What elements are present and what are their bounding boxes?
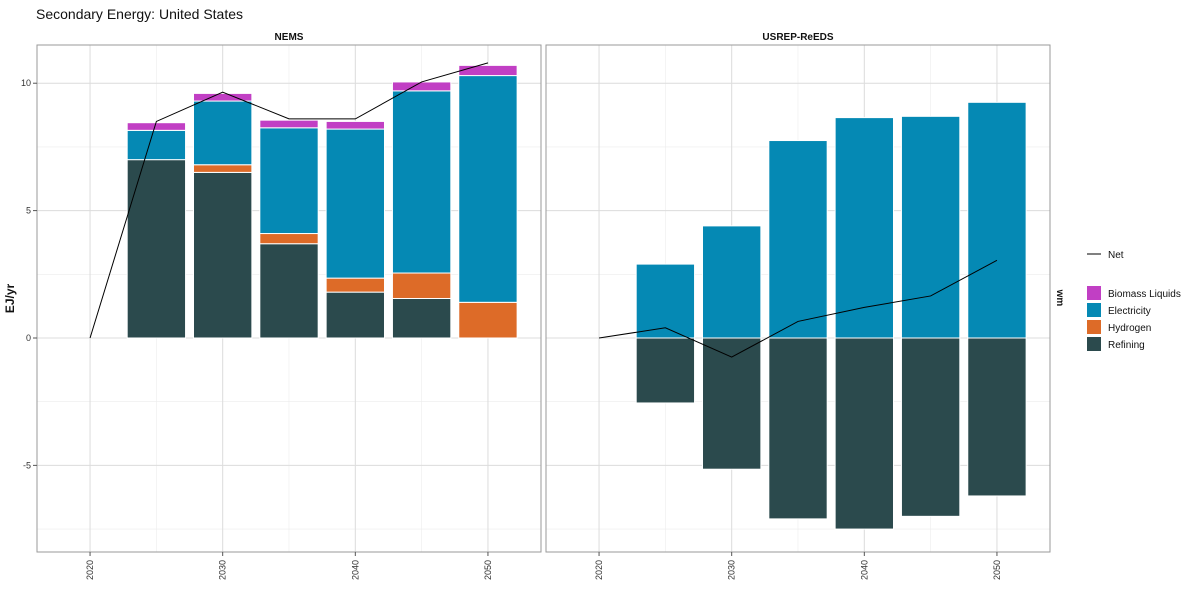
legend-label-biomass-liquids: Biomass Liquids — [1108, 289, 1181, 300]
bar-hydrogen-2045 — [391, 272, 452, 299]
x-tick-label: 2050 — [483, 560, 493, 580]
bar-hydrogen-2035 — [259, 233, 319, 245]
bar-electricity-2045 — [900, 115, 961, 339]
strip-background — [37, 29, 541, 45]
bar-refining-2035 — [259, 243, 319, 339]
legend-side-label: wm — [1054, 289, 1065, 307]
bar-electricity-2050 — [458, 75, 518, 303]
panel-strip-label: USREP-ReEDS — [762, 32, 833, 43]
bar-biomass-liquids-2030 — [193, 92, 253, 102]
bar-biomass-liquids-2050 — [458, 64, 518, 77]
x-tick-label: 2030 — [727, 560, 737, 580]
legend-label-electricity: Electricity — [1108, 306, 1151, 317]
legend-swatch-refining — [1087, 337, 1101, 351]
bar-electricity-2025 — [635, 263, 696, 339]
bar-electricity-2035 — [768, 140, 828, 339]
bar-biomass-liquids-2045 — [391, 81, 452, 92]
legend-label-refining: Refining — [1108, 340, 1145, 351]
bar-refining-2040 — [834, 337, 894, 530]
bar-electricity-2040 — [834, 117, 894, 339]
panel-border — [36, 44, 542, 553]
x-tick-label: 2040 — [350, 560, 360, 580]
y-axis-title: EJ/yr — [3, 283, 17, 313]
legend-swatch-electricity — [1087, 303, 1101, 317]
bar-electricity-2025 — [126, 129, 187, 161]
bar-refining-2030 — [193, 171, 253, 339]
bar-biomass-liquids-2025 — [126, 122, 187, 131]
y-tick-label: 5 — [26, 206, 31, 216]
bar-refining-2025 — [126, 159, 187, 339]
legend: Net Biomass Liquids Electricity Hydrogen Ref… — [1054, 250, 1181, 351]
bar-refining-2035 — [768, 337, 828, 520]
bar-electricity-2040 — [325, 128, 385, 279]
bar-refining-2025 — [635, 337, 696, 404]
bar-refining-2045 — [900, 337, 961, 517]
bar-hydrogen-2050 — [458, 301, 518, 339]
bar-hydrogen-2040 — [325, 277, 385, 293]
panel-strip-label: NEMS — [275, 32, 304, 43]
bar-electricity-2045 — [391, 90, 452, 274]
net-line — [598, 259, 998, 358]
legend-net-label: Net — [1108, 250, 1124, 261]
x-tick-label: 2050 — [992, 560, 1002, 580]
legend-swatch-hydrogen — [1087, 320, 1101, 334]
bar-electricity-2030 — [702, 225, 762, 339]
bar-refining-2050 — [967, 337, 1027, 497]
bar-refining-2040 — [325, 291, 385, 339]
x-tick-label: 2040 — [859, 560, 869, 580]
y-tick-label: -5 — [23, 460, 31, 470]
net-line — [89, 62, 489, 339]
bar-refining-2030 — [702, 337, 762, 470]
panel-border — [545, 44, 1051, 553]
panel-nems: NEMS 2020 2030 2040 2050 — [36, 29, 542, 580]
bar-refining-2045 — [391, 298, 452, 339]
x-tick-label: 2020 — [85, 560, 95, 580]
bar-biomass-liquids-2035 — [259, 119, 319, 129]
x-tick-label: 2020 — [594, 560, 604, 580]
legend-swatch-biomass-liquids — [1087, 286, 1101, 300]
bar-electricity-2050 — [967, 101, 1027, 339]
bar-electricity-2030 — [193, 100, 253, 166]
y-tick-label: 0 — [26, 333, 31, 343]
chart-title: Secondary Energy: United States — [36, 6, 244, 22]
bar-electricity-2035 — [259, 127, 319, 235]
bar-hydrogen-2030 — [193, 164, 253, 173]
y-tick-label: 10 — [21, 78, 31, 88]
panel-usrep-reeds: USREP-ReEDS 2020 2030 2040 2050 — [545, 29, 1051, 580]
bar-biomass-liquids-2040 — [325, 120, 385, 130]
strip-background — [546, 29, 1050, 45]
x-tick-label: 2030 — [218, 560, 228, 580]
legend-label-hydrogen: Hydrogen — [1108, 323, 1151, 334]
